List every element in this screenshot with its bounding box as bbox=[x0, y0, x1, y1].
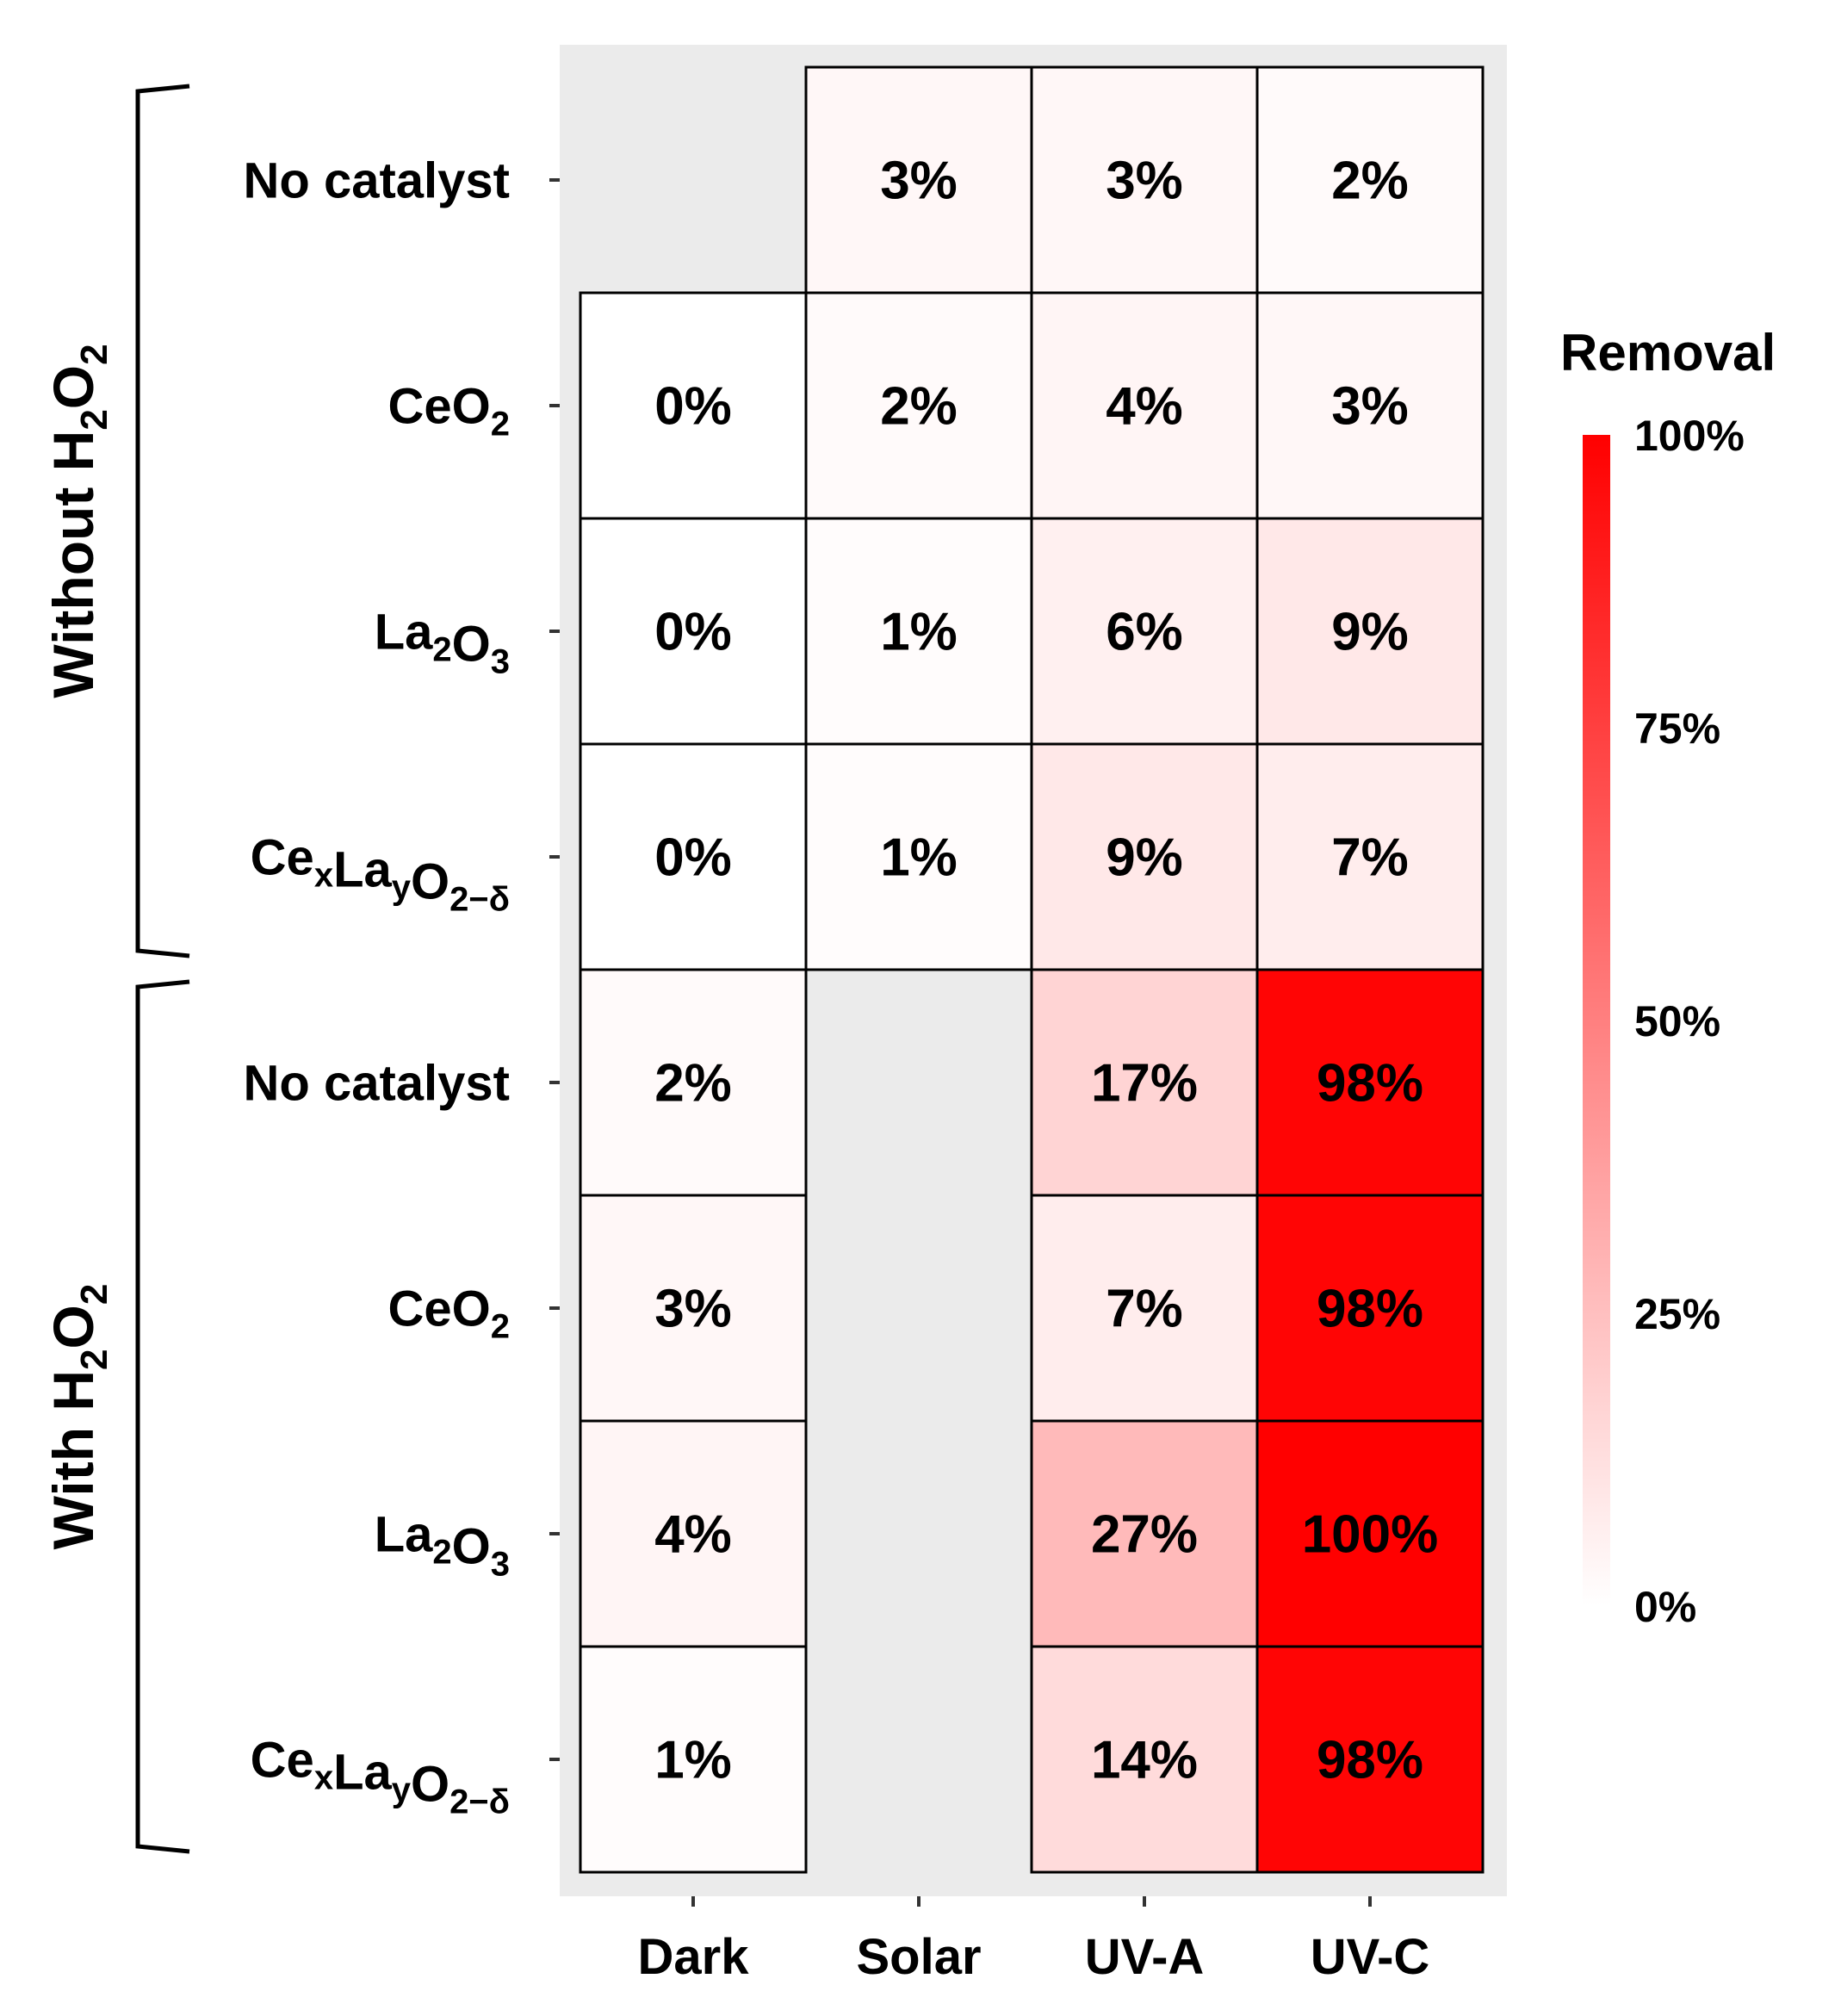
heatmap-cell bbox=[1255, 742, 1485, 971]
cell-value-label: 7% bbox=[1331, 828, 1409, 888]
legend-title: Removal bbox=[1560, 324, 1776, 381]
heatmap-cell bbox=[804, 517, 1033, 746]
group-label: Without H2O2 bbox=[41, 344, 115, 698]
heatmap-cell bbox=[1255, 65, 1485, 295]
cell-value-label: 6% bbox=[1106, 603, 1183, 662]
legend-tick-label: 25% bbox=[1634, 1290, 1720, 1338]
cell-value-label: 2% bbox=[880, 377, 958, 437]
heatmap-cell bbox=[579, 291, 808, 520]
heatmap-cell bbox=[1255, 291, 1485, 520]
heatmap-cell bbox=[579, 517, 808, 746]
column-label: Solar bbox=[856, 1929, 981, 1985]
heatmap-cell bbox=[804, 742, 1033, 971]
heatmap-cell bbox=[1255, 1645, 1485, 1874]
heatmap-cell bbox=[1030, 1194, 1259, 1423]
row-label: No catalyst bbox=[244, 1055, 510, 1111]
row-label: La2O3 bbox=[375, 1506, 510, 1583]
cell-value-label: 98% bbox=[1317, 1054, 1423, 1113]
heatmap-cell bbox=[1030, 65, 1259, 295]
cell-value-label: 9% bbox=[1106, 828, 1183, 888]
cell-value-label: 3% bbox=[1331, 377, 1409, 437]
cell-value-label: 2% bbox=[1331, 152, 1409, 211]
cell-value-label: 27% bbox=[1091, 1505, 1198, 1565]
heatmap-cell bbox=[579, 1419, 808, 1648]
column-label: UV-A bbox=[1085, 1929, 1205, 1985]
group-label: With H2O2 bbox=[41, 1284, 115, 1550]
legend-tick-label: 75% bbox=[1634, 704, 1720, 753]
legend-colorbar bbox=[1583, 435, 1610, 1606]
heatmap-cell bbox=[579, 968, 808, 1197]
cell-value-label: 98% bbox=[1317, 1731, 1423, 1790]
row-label: CexLayO2−δ bbox=[251, 829, 510, 918]
cell-value-label: 9% bbox=[1331, 603, 1409, 662]
cell-value-label: 98% bbox=[1317, 1280, 1423, 1339]
legend-tick-label: 100% bbox=[1634, 412, 1745, 460]
row-label: CeO2 bbox=[387, 1281, 510, 1345]
heatmap-cell bbox=[579, 1194, 808, 1423]
column-label: Dark bbox=[638, 1929, 750, 1985]
cell-value-label: 1% bbox=[654, 1731, 732, 1790]
cell-value-label: 3% bbox=[880, 152, 958, 211]
heatmap-cell bbox=[804, 65, 1033, 295]
heatmap-cell bbox=[1030, 1645, 1259, 1874]
row-label: CeO2 bbox=[387, 378, 510, 443]
heatmap-cell bbox=[1255, 968, 1485, 1197]
cell-value-label: 2% bbox=[654, 1054, 732, 1113]
row-label: No catalyst bbox=[244, 152, 510, 208]
cell-value-label: 0% bbox=[654, 377, 732, 437]
heatmap-cell bbox=[1030, 742, 1259, 971]
group-bracket bbox=[135, 84, 190, 958]
heatmap-cell bbox=[1030, 968, 1259, 1197]
cell-value-label: 0% bbox=[654, 828, 732, 888]
heatmap-cell bbox=[1030, 517, 1259, 746]
column-label: UV-C bbox=[1311, 1929, 1430, 1985]
heatmap-cell bbox=[1030, 1419, 1259, 1648]
row-label: CexLayO2−δ bbox=[251, 1732, 510, 1821]
cell-value-label: 1% bbox=[880, 828, 958, 888]
cell-value-label: 1% bbox=[880, 603, 958, 662]
legend-tick-label: 0% bbox=[1634, 1583, 1696, 1631]
heatmap-cell bbox=[1255, 1194, 1485, 1423]
heatmap-cell bbox=[579, 742, 808, 971]
cell-value-label: 100% bbox=[1302, 1505, 1439, 1565]
row-label: La2O3 bbox=[375, 604, 510, 680]
cell-value-label: 17% bbox=[1091, 1054, 1198, 1113]
cell-value-label: 0% bbox=[654, 603, 732, 662]
heatmap-cell bbox=[579, 1645, 808, 1874]
cell-value-label: 3% bbox=[1106, 152, 1183, 211]
group-bracket bbox=[135, 979, 190, 1854]
cell-value-label: 7% bbox=[1106, 1280, 1183, 1339]
cell-value-label: 3% bbox=[654, 1280, 732, 1339]
cell-value-label: 14% bbox=[1091, 1731, 1198, 1790]
cell-value-label: 4% bbox=[1106, 377, 1183, 437]
cell-value-label: 4% bbox=[654, 1505, 732, 1565]
legend-tick-label: 50% bbox=[1634, 997, 1720, 1045]
heatmap-cell bbox=[1255, 1419, 1485, 1648]
